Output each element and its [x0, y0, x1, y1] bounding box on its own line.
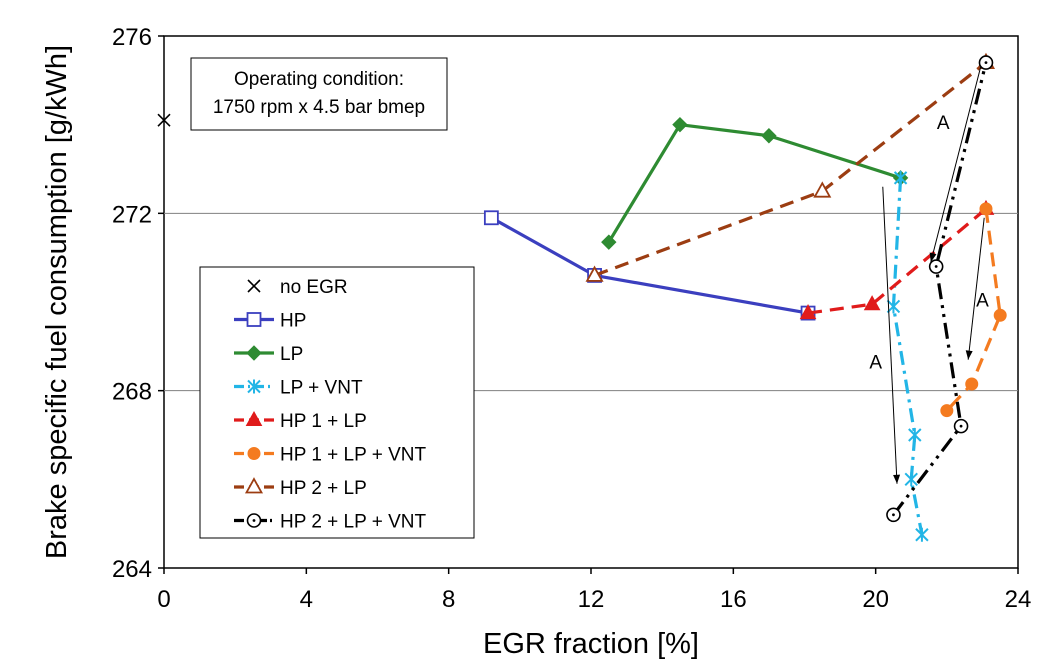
- data-point-hp-1-lp: [799, 304, 817, 320]
- y-tick-label: 276: [112, 24, 152, 51]
- legend-swatch-marker: [247, 279, 261, 293]
- data-point-lp: [601, 234, 617, 250]
- arrow-head: [929, 252, 937, 263]
- data-point-hp-1-lp-vnt: [979, 202, 993, 216]
- legend-label: LP: [280, 344, 303, 365]
- marker-dot: [252, 519, 256, 522]
- y-tick-label: 268: [112, 379, 152, 406]
- legend-label: HP: [280, 311, 306, 332]
- data-point-lp: [672, 116, 688, 133]
- marker-dot: [892, 513, 895, 517]
- legend-item-hp-1-lp-vnt: HP 1 + LP + VNT: [234, 445, 426, 466]
- annotation-arrow: [882, 186, 901, 484]
- marker-stroke: [247, 279, 261, 293]
- legend-label: HP 1 + LP: [280, 411, 367, 432]
- data-point-lp: [761, 128, 777, 144]
- legend-swatch-marker: [247, 379, 261, 394]
- legend-item-hp-2-lp: HP 2 + LP: [234, 477, 367, 499]
- annotation-label: A: [937, 113, 950, 134]
- y-tick-label: 264: [112, 556, 152, 583]
- data-point-lp-vnt: [893, 170, 908, 185]
- condition-line-2: 1750 rpm x 4.5 bar bmep: [213, 97, 425, 118]
- series-line-lp: [607, 123, 902, 243]
- x-tick-label: 4: [300, 586, 313, 613]
- axis-ticks: 0 4 8 12 16 20 24 264 268 272 276: [112, 24, 1031, 613]
- data-point-hp: [483, 210, 499, 226]
- legend-item-lp-vnt: LP + VNT: [234, 378, 363, 399]
- arrow-shaft: [882, 186, 898, 484]
- annotation-arrow: [965, 217, 985, 360]
- data-point-no-egr: [157, 113, 171, 127]
- arrow-shaft: [967, 217, 985, 360]
- data-point-hp-2-lp: [813, 181, 832, 198]
- legend-label: no EGR: [280, 277, 348, 298]
- x-axis-title: EGR fraction [%]: [483, 628, 699, 660]
- condition-box-frame: [190, 57, 448, 131]
- legend-label: LP + VNT: [280, 378, 363, 399]
- y-axis-title: Brake specific fuel consumption [g/kWh]: [41, 45, 73, 559]
- x-tick-label: 24: [1005, 586, 1032, 613]
- data-point-hp-2-lp-vnt: [886, 507, 901, 523]
- legend-swatch-marker: [246, 312, 262, 327]
- data-point-hp-1-lp: [863, 295, 881, 311]
- annotation-label: A: [869, 353, 882, 374]
- legend-swatch-marker: [245, 410, 263, 426]
- condition-box: Operating condition: 1750 rpm x 4.5 bar …: [190, 57, 448, 131]
- data-point-hp-2-lp-vnt: [928, 259, 944, 274]
- x-tick-label: 8: [442, 586, 455, 613]
- legend-label: HP 2 + LP + VNT: [280, 512, 426, 533]
- legend-swatch-marker: [244, 477, 264, 494]
- marker-dot: [959, 424, 963, 428]
- legend-item-no-egr: no EGR: [247, 277, 348, 298]
- legend-item-hp-2-lp-vnt: HP 2 + LP + VNT: [234, 512, 426, 533]
- series-hp-1-lp-vnt: [940, 202, 1007, 418]
- legend-item-lp: LP: [234, 344, 303, 365]
- data-point-hp-1-lp-vnt: [940, 404, 954, 418]
- series-line-hp-1-lp-vnt: [945, 208, 1002, 412]
- legend-swatch-marker: [246, 345, 262, 361]
- data-point-lp-vnt: [886, 299, 901, 314]
- data-point-hp-1-lp-vnt: [993, 308, 1007, 322]
- series-line-hp-1-lp: [807, 207, 988, 315]
- legend-swatch-marker: [247, 447, 261, 460]
- series-lp-vnt: [886, 170, 929, 542]
- x-tick-label: 20: [862, 586, 889, 613]
- marker-dot: [984, 61, 988, 64]
- data-point-lp-vnt: [908, 428, 922, 442]
- annotation-arrows: A A A: [869, 66, 989, 484]
- legend-label: HP 1 + LP + VNT: [280, 445, 426, 466]
- annotation-arrow: [929, 66, 982, 263]
- y-tick-label: 272: [112, 201, 152, 228]
- data-point-hp-1-lp-vnt: [965, 377, 979, 391]
- legend-item-hp-1-lp: HP 1 + LP: [234, 410, 367, 432]
- series-no-egr: [157, 113, 171, 127]
- data-point-hp-2-lp: [585, 265, 604, 282]
- marker-stroke: [157, 113, 171, 127]
- arrow-head: [893, 474, 901, 484]
- arrow-head: [965, 350, 973, 360]
- annotation-label: A: [976, 290, 989, 311]
- x-tick-label: 12: [578, 586, 605, 613]
- legend: no EGR HP LP LP + VNT HP 1 + LP HP 1 + LP + V…: [199, 266, 475, 539]
- condition-line-1: Operating condition:: [234, 69, 404, 90]
- legend-label: HP 2 + LP: [280, 478, 367, 499]
- legend-swatch-marker: [246, 513, 262, 528]
- data-point-hp-2-lp-vnt: [953, 418, 969, 434]
- series-line-lp-vnt: [891, 177, 924, 536]
- data-point-lp-vnt: [915, 527, 929, 542]
- marker-dot: [934, 265, 938, 268]
- arrow-shaft: [930, 66, 982, 263]
- series-line-hp-2-lp-vnt: [892, 62, 988, 516]
- series-hp-2-lp-vnt: [886, 55, 994, 523]
- legend-item-hp: HP: [234, 311, 306, 332]
- data-point-lp-vnt: [904, 472, 918, 487]
- data-point-hp-2-lp-vnt: [978, 55, 994, 70]
- series-layer: [157, 52, 1007, 542]
- x-tick-label: 0: [157, 586, 170, 613]
- x-tick-label: 16: [720, 586, 747, 613]
